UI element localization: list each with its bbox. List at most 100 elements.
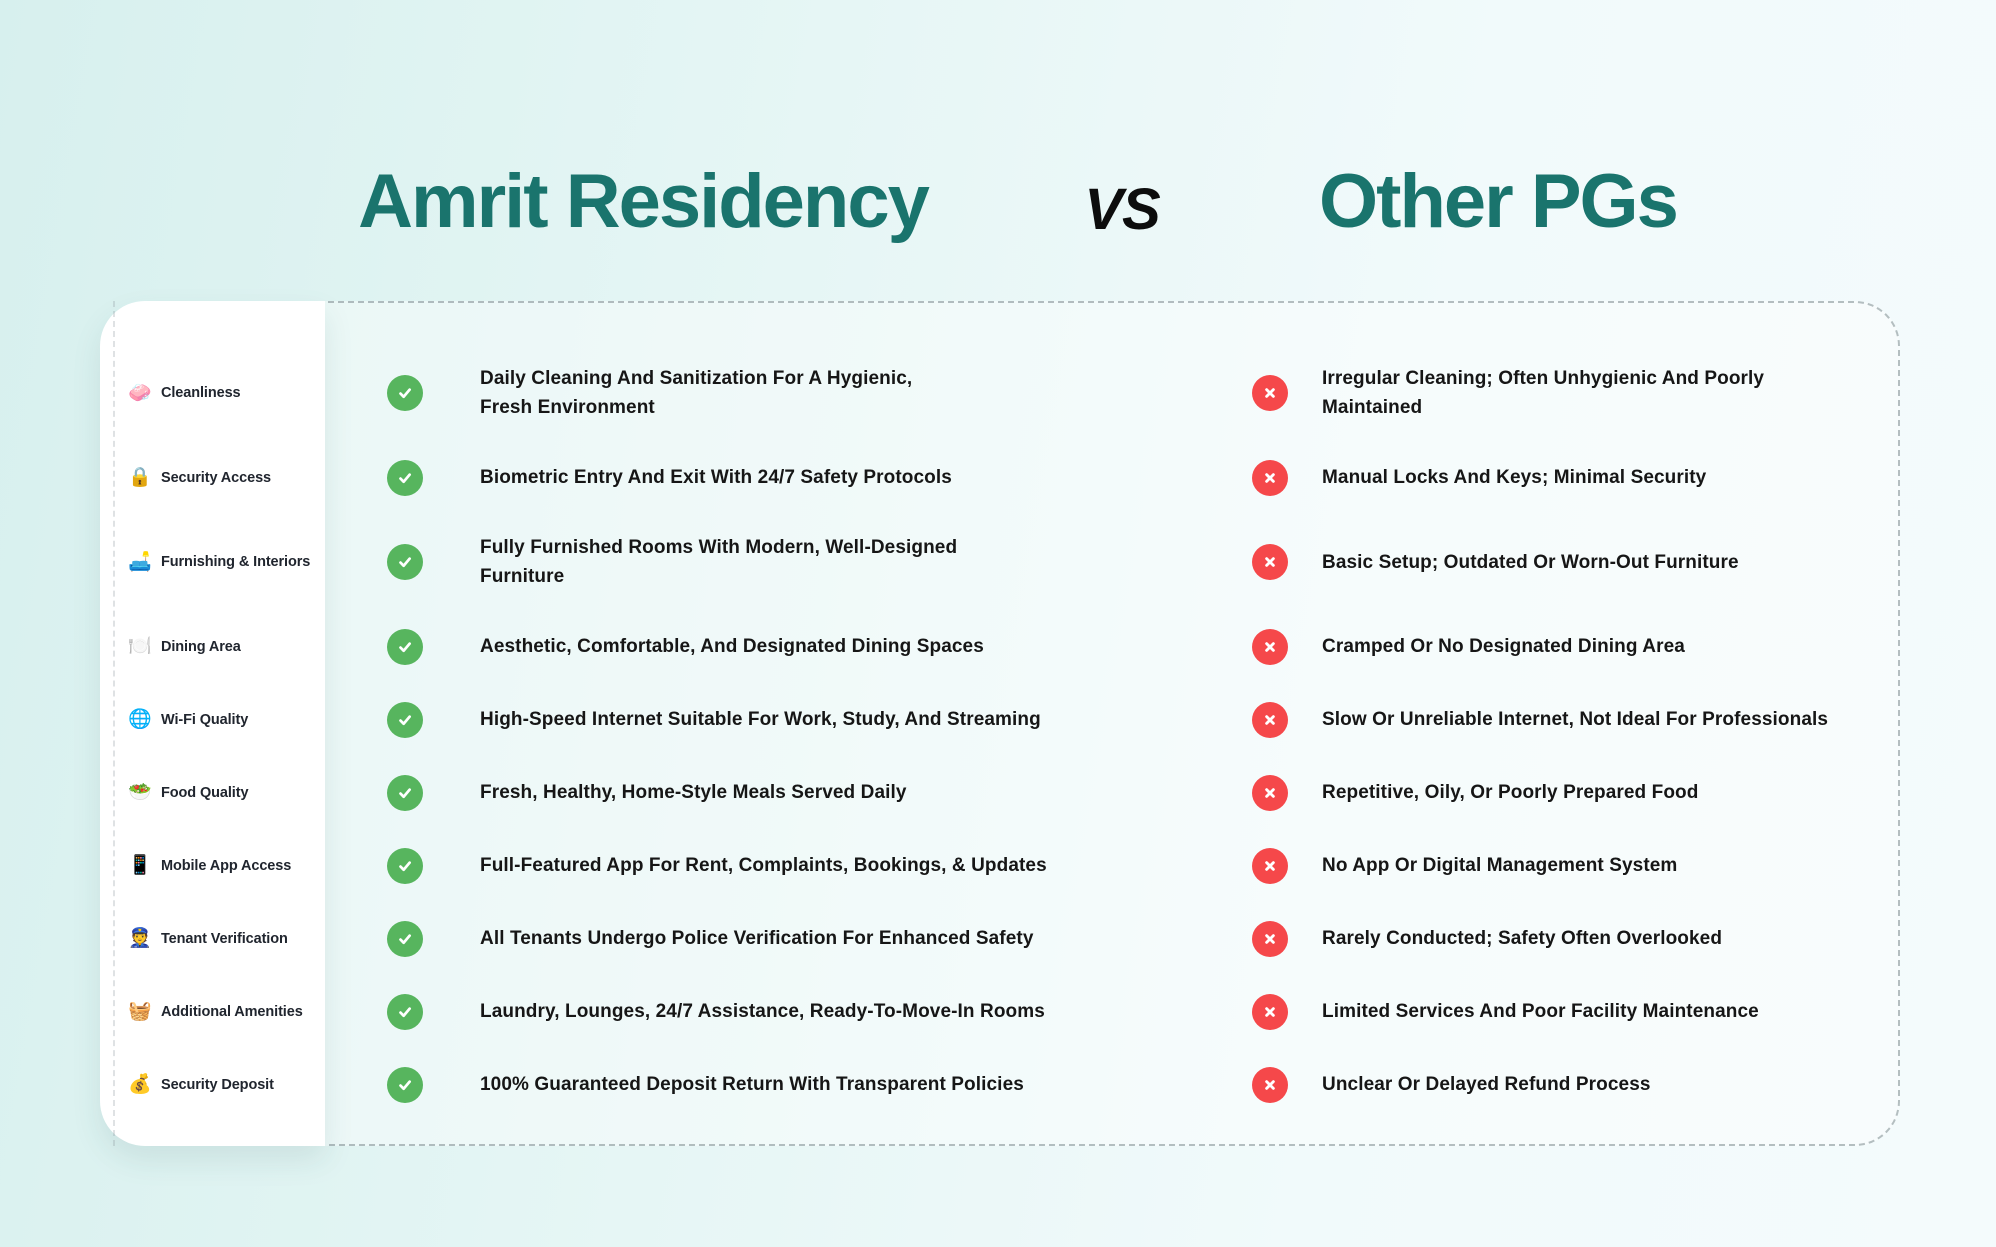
cross-badge — [1252, 774, 1288, 811]
cross-badge — [1252, 701, 1288, 738]
feature-cell: 🌐 Wi-Fi Quality — [100, 710, 325, 729]
feature-cell: 🔒 Security Access — [100, 468, 325, 487]
other-point-text: Unclear Or Delayed Refund Process — [1322, 1074, 1651, 1096]
other-point-text: Basic Setup; Outdated Or Worn-Out Furnit… — [1322, 551, 1739, 573]
amrit-point-text: All Tenants Undergo Police Verification … — [480, 928, 1034, 950]
table-row: 🧼 Cleanliness Daily Cleaning And Sanitiz… — [100, 364, 1900, 423]
basket-icon: 🧺 — [128, 1001, 152, 1023]
feature-label: Mobile App Access — [161, 857, 292, 874]
feature-label: Security Deposit — [161, 1076, 274, 1093]
check-icon — [399, 557, 411, 568]
cross-badge — [1252, 375, 1288, 412]
other-point-text: Slow Or Unreliable Internet, Not Ideal F… — [1322, 709, 1829, 731]
amrit-point-text: Biometric Entry And Exit With 24/7 Safet… — [480, 467, 952, 489]
check-badge — [387, 774, 423, 811]
amrit-point-text: High-Speed Internet Suitable For Work, S… — [480, 709, 1041, 731]
other-point-text: Limited Services And Poor Facility Maint… — [1322, 1001, 1759, 1023]
cross-icon — [1265, 557, 1275, 568]
feature-label: Food Quality — [161, 784, 249, 801]
check-badge — [387, 544, 423, 581]
table-row: 🥗 Food Quality Fresh, Healthy, Home-Styl… — [100, 774, 1900, 811]
feature-cell: 💰 Security Deposit — [100, 1075, 325, 1094]
table-row: 🛋️ Furnishing & Interiors Fully Furnishe… — [100, 533, 1900, 592]
check-icon — [399, 473, 411, 484]
table-row: 🧺 Additional Amenities Laundry, Lounges,… — [100, 993, 1900, 1030]
page-title-other-pgs: Other PGs — [1319, 159, 1679, 244]
feature-label: Additional Amenities — [161, 1003, 303, 1020]
feature-cell: 🍽️ Dining Area — [100, 637, 325, 656]
check-badge — [387, 920, 423, 957]
salad-icon: 🥗 — [128, 782, 152, 804]
feature-label: Tenant Verification — [161, 930, 288, 947]
cross-icon — [1265, 1007, 1275, 1017]
other-point-text: Cramped Or No Designated Dining Area — [1322, 636, 1685, 658]
cross-icon — [1265, 715, 1275, 725]
check-badge — [387, 847, 423, 884]
table-row: 🔒 Security Access Biometric Entry And Ex… — [100, 459, 1900, 496]
check-badge — [387, 628, 423, 665]
feature-label: Cleanliness — [161, 385, 241, 402]
feature-cell: 🧼 Cleanliness — [100, 384, 325, 403]
check-icon — [399, 388, 411, 399]
table-row: 🌐 Wi-Fi Quality High-Speed Internet Suit… — [100, 701, 1900, 738]
cross-icon — [1265, 388, 1275, 399]
panel-left-dashed-border — [113, 301, 115, 1146]
cross-badge — [1252, 920, 1288, 957]
page-title-amrit-residency: Amrit Residency — [358, 159, 930, 244]
plate-cutlery-icon: 🍽️ — [128, 636, 152, 658]
cross-icon — [1265, 642, 1275, 652]
cross-icon — [1265, 934, 1275, 944]
cross-badge — [1252, 459, 1288, 496]
amrit-point-text: Aesthetic, Comfortable, And Designated D… — [480, 636, 984, 658]
amrit-point-text: Laundry, Lounges, 24/7 Assistance, Ready… — [480, 1001, 1045, 1023]
cross-icon — [1265, 1080, 1275, 1090]
cross-icon — [1265, 861, 1275, 871]
cross-icon — [1265, 473, 1275, 483]
check-icon — [399, 715, 411, 725]
other-point-text: Repetitive, Oily, Or Poorly Prepared Foo… — [1322, 782, 1699, 804]
feature-cell: 🧺 Additional Amenities — [100, 1002, 325, 1021]
cross-icon — [1265, 788, 1275, 798]
soap-icon: 🧼 — [128, 382, 152, 404]
check-icon — [399, 642, 411, 652]
feature-cell: 🛋️ Furnishing & Interiors — [100, 553, 325, 572]
other-point-text: Manual Locks And Keys; Minimal Security — [1322, 467, 1707, 489]
feature-label: Security Access — [161, 469, 272, 486]
table-row: 🍽️ Dining Area Aesthetic, Comfortable, A… — [100, 628, 1900, 665]
other-point-text: Rarely Conducted; Safety Often Overlooke… — [1322, 928, 1723, 950]
globe-icon: 🌐 — [128, 709, 152, 731]
check-badge — [387, 993, 423, 1030]
feature-sidebar-card — [100, 301, 325, 1146]
cross-badge — [1252, 628, 1288, 665]
couch-icon: 🛋️ — [128, 551, 152, 573]
check-badge — [387, 1066, 423, 1103]
amrit-point-text: Daily Cleaning And Sanitization For A Hy… — [480, 368, 913, 419]
amrit-point-text: Fresh, Healthy, Home-Style Meals Served … — [480, 782, 907, 804]
mobile-phone-icon: 📱 — [128, 855, 152, 877]
other-point-text: Irregular Cleaning; Often Unhygienic And… — [1322, 368, 1765, 419]
lock-icon: 🔒 — [128, 467, 152, 489]
check-badge — [387, 375, 423, 412]
check-badge — [387, 459, 423, 496]
feature-cell: 👮 Tenant Verification — [100, 929, 325, 948]
amrit-point-text: Fully Furnished Rooms With Modern, Well-… — [480, 536, 958, 588]
cross-badge — [1252, 847, 1288, 884]
table-row: 💰 Security Deposit 100% Guaranteed Depos… — [100, 1066, 1900, 1103]
amrit-point-text: 100% Guaranteed Deposit Return With Tran… — [480, 1074, 1024, 1096]
feature-label: Wi-Fi Quality — [161, 711, 249, 728]
cross-badge — [1252, 993, 1288, 1030]
feature-cell: 📱 Mobile App Access — [100, 856, 325, 875]
check-icon — [399, 788, 411, 798]
police-officer-icon: 👮 — [128, 928, 152, 950]
check-icon — [399, 861, 411, 871]
money-bag-icon: 💰 — [128, 1074, 152, 1096]
check-icon — [399, 1080, 411, 1091]
check-icon — [399, 934, 411, 944]
other-point-text: No App Or Digital Management System — [1322, 855, 1678, 877]
cross-badge — [1252, 544, 1288, 581]
cross-badge — [1252, 1066, 1288, 1103]
comparison-rows: 🧼 Cleanliness Daily Cleaning And Sanitiz… — [100, 301, 1900, 1146]
check-icon — [399, 1007, 411, 1017]
feature-label: Dining Area — [161, 638, 241, 655]
